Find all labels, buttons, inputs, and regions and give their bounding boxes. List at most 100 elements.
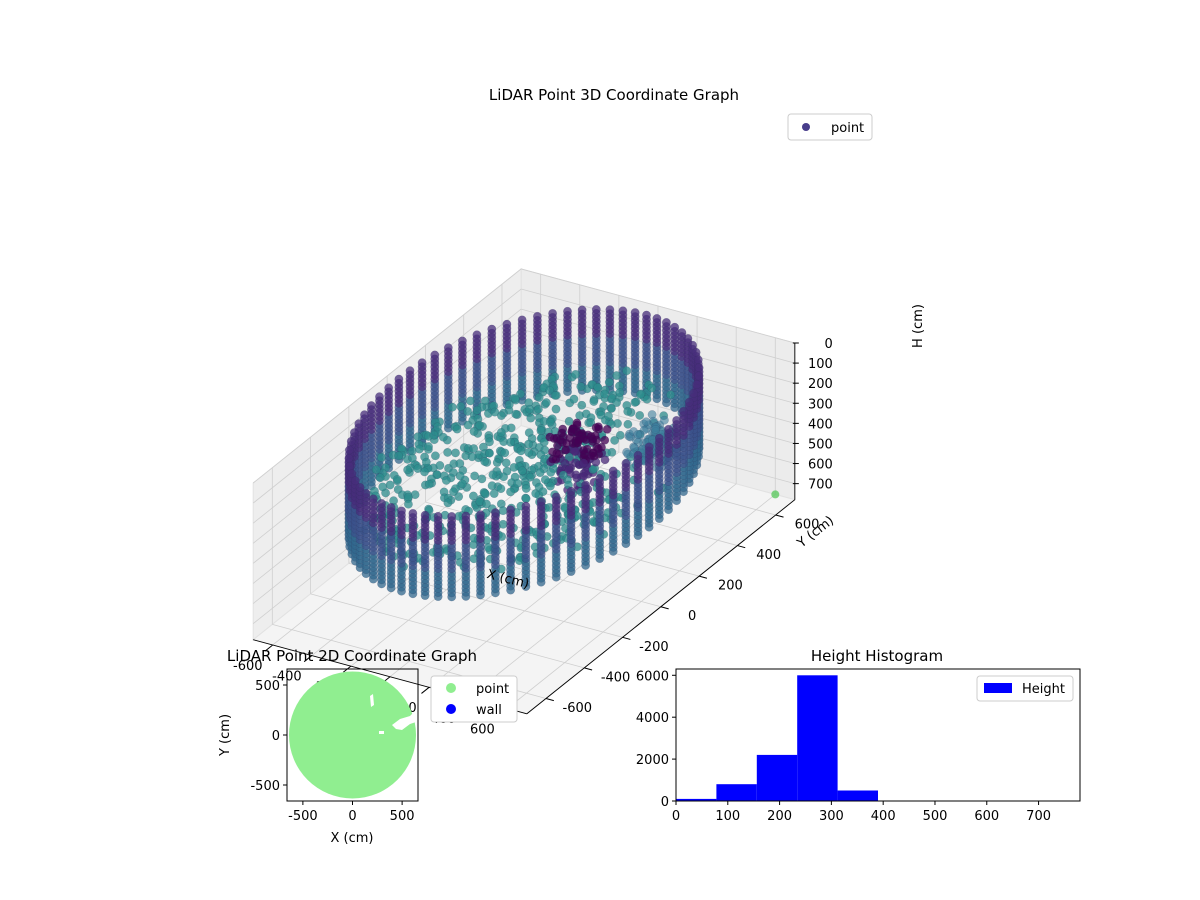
- histogram-ticks: 0 100 200 300 400 500 600 700 0 2000 4000 6000: [636, 669, 1051, 824]
- scatter-2d-legend: point wall: [430, 675, 518, 723]
- scatter-3d-x-tick-label: 600: [470, 722, 495, 737]
- scatter-3d-point: [605, 305, 615, 315]
- scatter-3d-point: [593, 383, 603, 392]
- scatter-2d-xlabel: X (cm): [331, 831, 374, 846]
- scatter-3d-point: [375, 392, 384, 402]
- scatter-3d-point: [457, 479, 467, 489]
- scatter-3d-point: [635, 390, 645, 400]
- scatter-3d-y-tick: [660, 606, 669, 610]
- histogram-x-tick-label: 400: [871, 809, 896, 824]
- scatter-3d-title: LiDAR Point 3D Coordinate Graph: [489, 86, 739, 104]
- scatter-3d-point: [571, 369, 581, 379]
- scatter-3d-point: [349, 428, 359, 438]
- scatter-3d-point: [607, 447, 617, 457]
- scatter-3d-point: [593, 422, 603, 432]
- scatter-3d-point: [345, 461, 355, 471]
- scatter-3d-point: [651, 424, 660, 434]
- scatter-3d-y-tick: [622, 636, 631, 640]
- scatter-3d-point: [506, 505, 516, 515]
- scatter-3d-point: [607, 403, 616, 413]
- histogram-title: Height Histogram: [811, 647, 943, 665]
- scatter-3d-point: [666, 390, 676, 400]
- scatter-3d-point: [641, 417, 651, 427]
- scatter-3d-point: [664, 424, 673, 434]
- scatter-3d-point: [612, 398, 622, 408]
- scatter-3d-point: [608, 466, 618, 476]
- scatter-3d-y-tick-label: -200: [639, 640, 669, 655]
- scatter-3d-point: [378, 482, 388, 492]
- scatter-3d-point: [424, 442, 433, 452]
- scatter-3d-point: [487, 481, 497, 491]
- scatter-3d-point: [455, 471, 465, 481]
- scatter-3d-point: [571, 458, 581, 468]
- scatter-3d-y-tick: [584, 667, 593, 671]
- scatter-3d-points: [344, 305, 780, 602]
- scatter-3d-point: [612, 371, 621, 381]
- scatter-3d-point: [463, 420, 473, 430]
- scatter-3d-point: [485, 448, 494, 458]
- scatter-3d-point: [496, 484, 506, 494]
- scatter-3d-point: [569, 394, 579, 404]
- scatter-3d-point: [526, 413, 536, 423]
- scatter-3d-point: [506, 423, 516, 433]
- scatter-3d-point: [551, 492, 561, 502]
- scatter-3d-point: [344, 453, 354, 463]
- scatter-3d-point: [469, 427, 479, 436]
- histogram-bars: [676, 675, 878, 801]
- scatter-3d-point: [441, 475, 451, 485]
- scatter-3d-y-tick-label: 600: [795, 518, 820, 533]
- scatter-3d-point: [524, 448, 534, 458]
- scatter-3d-point: [521, 494, 531, 504]
- scatter-3d-point: [408, 508, 418, 518]
- scatter-3d-point: [517, 466, 527, 476]
- scatter-2d-point-disk: [289, 671, 416, 799]
- scatter-3d-point: [567, 426, 577, 436]
- scatter-3d-point: [490, 407, 500, 417]
- scatter-3d-point: [501, 458, 511, 468]
- scatter-3d-point: [694, 363, 704, 373]
- scatter-3d-point: [604, 377, 614, 387]
- histogram-x-tick-label: 100: [715, 809, 740, 824]
- scatter-3d-z-tick-label: 500: [808, 437, 833, 452]
- scatter-3d-point: [623, 406, 633, 416]
- scatter-3d-point: [534, 393, 544, 402]
- histogram-legend-frame: [976, 675, 1074, 702]
- scatter-3d-point: [496, 411, 506, 421]
- scatter-3d-point: [541, 398, 551, 408]
- scatter-3d-y-tick: [775, 514, 784, 518]
- scatter-3d-point: [524, 439, 534, 449]
- scatter-3d-point: [589, 397, 599, 406]
- scatter-3d-point: [456, 402, 466, 411]
- scatter-2d-legend-point-marker: [446, 683, 456, 693]
- histogram-bar: [837, 790, 878, 801]
- scatter-3d-x-tick: [264, 644, 274, 652]
- scatter-3d-point: [689, 388, 699, 398]
- scatter-3d-point: [506, 437, 516, 447]
- scatter-3d-point: [595, 473, 605, 483]
- scatter-2d-gap: [379, 731, 384, 734]
- scatter-3d-outlier-point: [771, 490, 780, 499]
- scatter-3d-point: [688, 340, 698, 350]
- scatter-3d-point: [550, 390, 560, 400]
- scatter-3d-point: [545, 481, 555, 491]
- scatter-3d-point: [443, 498, 453, 508]
- scatter-3d-point: [558, 470, 568, 480]
- scatter-3d-point: [433, 422, 442, 432]
- scatter-3d-point: [642, 394, 652, 404]
- scatter-3d-point: [435, 461, 445, 470]
- scatter-3d-point: [694, 371, 704, 381]
- scatter-3d-point: [424, 479, 434, 489]
- scatter-3d-point: [510, 394, 520, 404]
- scatter-3d-point: [420, 510, 430, 520]
- scatter-3d-point: [566, 486, 576, 496]
- scatter-3d-gridline: [252, 268, 522, 484]
- scatter-3d-point: [465, 396, 475, 406]
- scatter-3d-x-tick: [303, 655, 313, 663]
- scatter-3d-point: [525, 404, 535, 414]
- scatter-3d-point: [679, 406, 688, 416]
- scatter-3d-point: [572, 473, 582, 483]
- scatter-3d-point: [413, 432, 423, 442]
- scatter-3d-point: [481, 499, 491, 509]
- scatter-3d-point: [564, 452, 574, 462]
- scatter-3d-point: [470, 471, 480, 481]
